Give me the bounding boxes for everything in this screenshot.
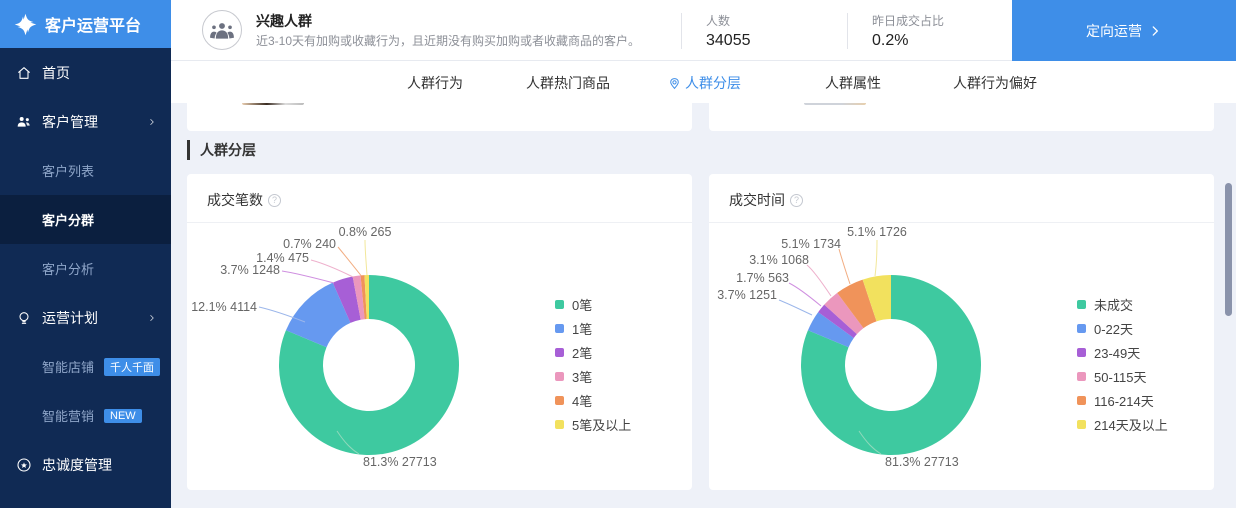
svg-text:1.7% 563: 1.7% 563 (736, 271, 789, 285)
svg-text:0.8% 265: 0.8% 265 (339, 225, 392, 239)
svg-text:81.3% 27713: 81.3% 27713 (885, 455, 959, 469)
svg-text:5.1% 1726: 5.1% 1726 (847, 225, 907, 239)
svg-text:1.4% 475: 1.4% 475 (256, 251, 309, 265)
svg-text:3.7% 1251: 3.7% 1251 (717, 288, 777, 302)
svg-text:0.7% 240: 0.7% 240 (283, 237, 336, 251)
svg-text:81.3% 27713: 81.3% 27713 (363, 455, 437, 469)
svg-text:5.1% 1734: 5.1% 1734 (781, 237, 841, 251)
svg-text:3.7% 1248: 3.7% 1248 (220, 263, 280, 277)
svg-text:3.1% 1068: 3.1% 1068 (749, 253, 809, 267)
svg-text:12.1% 4114: 12.1% 4114 (191, 300, 257, 314)
